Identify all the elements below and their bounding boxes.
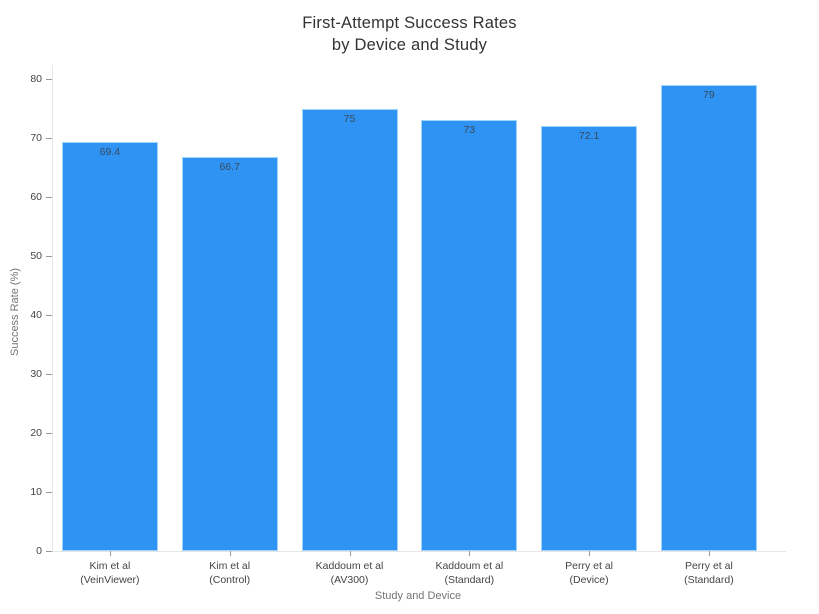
y-tick-label: 10 — [30, 486, 42, 498]
y-tick-mark — [46, 138, 52, 139]
chart-title-line-1: First-Attempt Success Rates — [302, 14, 517, 32]
y-tick-label: 50 — [30, 250, 42, 262]
x-category-label: Kim et al (Control) — [209, 560, 251, 586]
bar-value-label: 75 — [343, 112, 356, 125]
y-tick-label: 30 — [30, 368, 42, 380]
bar-value-label: 69.4 — [99, 145, 121, 158]
y-tick-mark — [46, 374, 52, 375]
bar: 72.1 — [541, 125, 638, 551]
x-category-label: Kaddoum et al (AV300) — [315, 560, 384, 586]
bar: 73 — [421, 120, 518, 551]
x-tick-mark — [349, 551, 351, 556]
chart-title-line-2: by Device and Study — [331, 36, 488, 54]
y-tick-label: 20 — [30, 427, 42, 439]
x-tick-mark — [469, 551, 471, 556]
y-axis-title: Success Rate (%) — [9, 267, 21, 357]
bar-value-label: 73 — [463, 124, 476, 137]
x-category-label: Kim et al (VeinViewer) — [80, 560, 140, 586]
x-tick-mark — [589, 551, 591, 556]
bar: 79 — [660, 84, 757, 551]
x-axis-line — [52, 551, 786, 552]
y-axis-line — [52, 65, 53, 551]
x-tick-mark — [109, 551, 111, 556]
y-tick-mark — [46, 256, 52, 257]
y-tick-label: 60 — [30, 191, 42, 203]
y-tick-label: 40 — [30, 309, 42, 321]
y-tick-mark — [46, 492, 52, 493]
x-category-label: Perry et al (Standard) — [684, 560, 734, 586]
y-tick-mark — [46, 551, 52, 552]
x-category-label: Kaddoum et al (Standard) — [435, 560, 504, 586]
chart-title: First-Attempt Success Rates by Device an… — [0, 12, 819, 56]
x-tick-mark — [229, 551, 231, 556]
y-tick-mark — [46, 433, 52, 434]
y-tick-label: 70 — [30, 132, 42, 144]
y-tick-label: 0 — [36, 545, 42, 557]
bar-value-label: 79 — [703, 88, 715, 101]
bar-value-label: 66.7 — [219, 161, 240, 174]
bar: 69.4 — [61, 141, 158, 551]
bar: 75 — [301, 108, 398, 551]
y-tick-mark — [46, 315, 52, 316]
x-axis-title: Study and Device — [374, 590, 462, 602]
x-tick-mark — [708, 551, 710, 556]
bar-value-label: 72.1 — [578, 129, 600, 142]
y-tick-mark — [46, 197, 52, 198]
x-category-label: Perry et al (Device) — [565, 560, 614, 586]
bar: 66.7 — [181, 157, 278, 551]
y-tick-mark — [46, 79, 52, 80]
y-tick-label: 80 — [30, 73, 42, 85]
